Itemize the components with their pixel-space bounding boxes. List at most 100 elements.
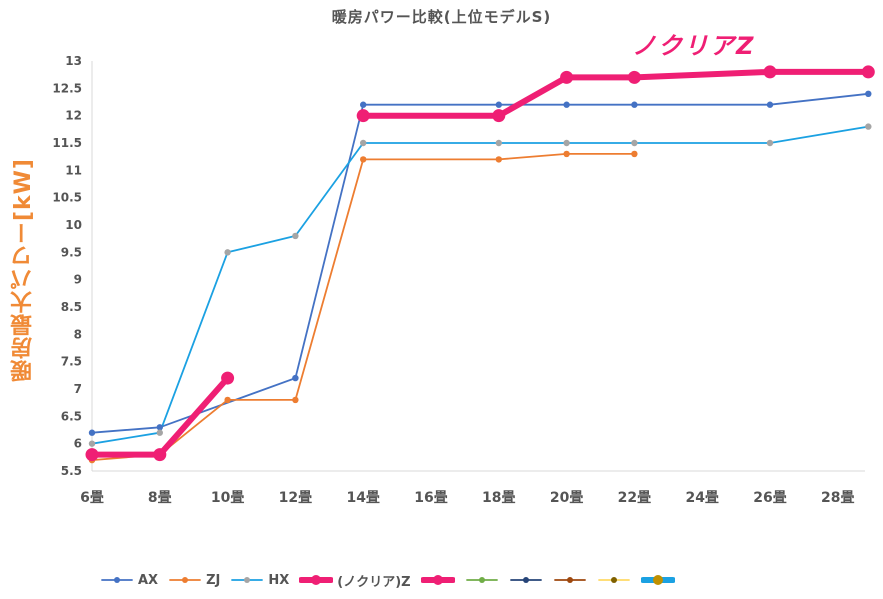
legend-marker [432,575,443,585]
y-tick-label: 6.5 [61,409,82,423]
y-tick-label: 9.5 [61,245,82,259]
legend-marker [182,577,189,583]
legend-label: ZJ [206,572,221,588]
data-point [766,101,774,108]
y-tick-label: 10 [65,218,82,232]
data-point [495,101,502,108]
data-point [224,396,231,404]
x-tick-label: 14畳 [346,490,379,506]
legend-item [509,573,543,587]
series-line [91,152,636,462]
data-point [492,109,506,123]
legend-marker [522,577,529,583]
data-point [292,232,299,240]
data-point [156,424,163,431]
legend-swatch [101,577,133,583]
x-tick-label: 24畳 [685,490,718,506]
legend-marker [610,577,617,583]
x-tick-label: 16畳 [414,490,447,506]
data-point [763,65,777,79]
y-tick-label: 5.5 [61,464,82,478]
data-point [360,101,367,108]
legend-item: ZJ [168,573,220,588]
x-tick-label: 20畳 [550,490,583,506]
legend-item [465,573,499,587]
series-line [91,92,870,434]
data-point [88,429,96,436]
legend-marker [652,575,663,585]
y-tick-label: 12.5 [52,81,82,95]
legend-swatch [597,577,630,583]
data-point [360,156,367,163]
y-tick-label: 13 [65,54,82,68]
legend-item [597,573,631,587]
legend-marker [566,577,573,583]
data-point [360,139,367,147]
x-tick-label: 8畳 [148,490,172,506]
y-tick-label: 11.5 [52,136,82,150]
data-point [292,374,299,382]
data-point [865,90,872,98]
series-lines [89,68,872,462]
data-point [627,70,641,84]
y-tick-label: 7.5 [61,355,82,369]
y-tick-label: 7 [74,382,82,396]
data-point [560,70,574,84]
y-tick-label: 9 [74,273,82,287]
legend-swatch [509,577,542,583]
data-point [153,448,167,462]
x-tick-label: 6畳 [80,490,104,506]
data-point [85,448,99,462]
legend-swatch [553,577,586,583]
legend: AX ZJ HX (ノクリア)Z [100,570,675,590]
data-point [861,65,875,79]
annotation-label: ノクリアZ [632,32,756,60]
chart-title: 暖房パワー比較(上位モデルS) [331,8,552,26]
legend-item: (ノクリア)Z [299,571,411,590]
data-point [221,371,235,385]
x-tick-label: 18畳 [482,490,515,506]
y-tick-label: 10.5 [52,191,82,205]
legend-marker [114,577,120,583]
series-markers [85,65,875,464]
x-tick-label: 22畳 [618,490,651,506]
data-point [631,150,638,158]
data-point [356,109,370,123]
x-tick-label: 26畳 [753,490,786,506]
data-point [563,101,570,108]
series-line [91,125,870,445]
legend-item [553,573,587,587]
data-point [495,156,502,163]
legend-marker [244,577,251,583]
data-point [292,396,299,404]
legend-label: HX [268,572,290,588]
legend-marker [311,575,322,585]
legend-swatch [169,577,201,583]
legend-item [420,573,455,587]
legend-item: HX [230,573,289,588]
series-line [360,68,872,119]
legend-swatch [420,575,455,585]
x-tick-label: 10畳 [211,490,244,506]
y-tick-label: 8.5 [61,300,82,314]
axes [91,61,865,472]
legend-swatch [465,577,498,583]
legend-swatch [640,575,675,585]
legend-label: AX [138,572,159,588]
data-point [156,429,163,436]
y-axis-label: 暖房最大パワー[kW] [11,158,36,383]
x-tick-label: 12畳 [279,490,312,506]
legend-marker [478,577,485,583]
data-point [495,139,502,147]
y-tick-label: 12 [65,109,82,123]
legend-swatch [299,575,334,585]
y-tick-label: 11 [65,163,82,177]
data-point [563,139,570,147]
data-point [563,150,570,158]
legend-label: (ノクリア)Z [337,574,411,590]
data-point [88,440,96,447]
data-point [766,139,774,147]
y-tick-label: 8 [74,327,82,341]
legend-swatch [231,577,264,583]
